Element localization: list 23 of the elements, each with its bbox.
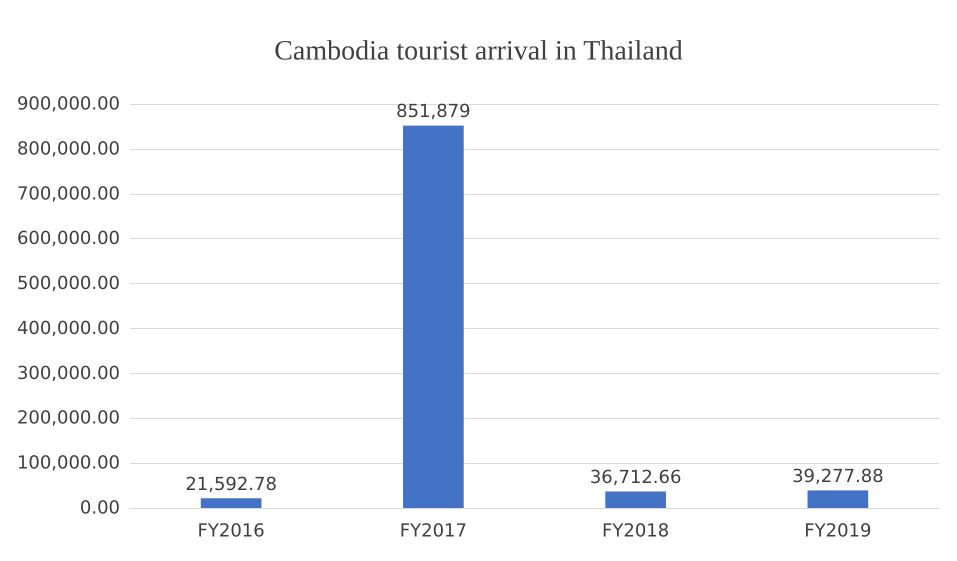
- bar: [403, 126, 464, 508]
- data-label: 21,592.78: [185, 474, 277, 495]
- y-tick-label: 900,000.00: [16, 94, 120, 114]
- y-tick-label: 300,000.00: [16, 362, 120, 384]
- bar: [200, 498, 262, 508]
- data-label: 39,277.88: [792, 466, 884, 487]
- y-tick-label: 800,000.00: [16, 138, 120, 160]
- y-tick-label: 500,000.00: [16, 273, 120, 294]
- y-tick-label: 100,000.00: [16, 452, 120, 474]
- x-tick-label: FY2019: [804, 520, 872, 542]
- data-label: 36,712.66: [590, 467, 682, 488]
- data-label: 851,879: [396, 101, 471, 122]
- y-tick-label: 0.00: [80, 498, 120, 518]
- bar: [808, 490, 868, 508]
- x-tick-label: FY2016: [198, 520, 265, 542]
- y-tick-label: 600,000.00: [16, 228, 120, 250]
- y-tick-label: 400,000.00: [16, 318, 120, 339]
- chart-title: Cambodia tourist arrival in Thailand: [274, 36, 683, 66]
- bar: [605, 492, 666, 508]
- y-tick-label: 700,000.00: [16, 183, 120, 204]
- y-tick-label: 200,000.00: [16, 408, 120, 429]
- x-tick-label: FY2017: [400, 520, 467, 542]
- x-tick-label: FY2018: [602, 520, 670, 542]
